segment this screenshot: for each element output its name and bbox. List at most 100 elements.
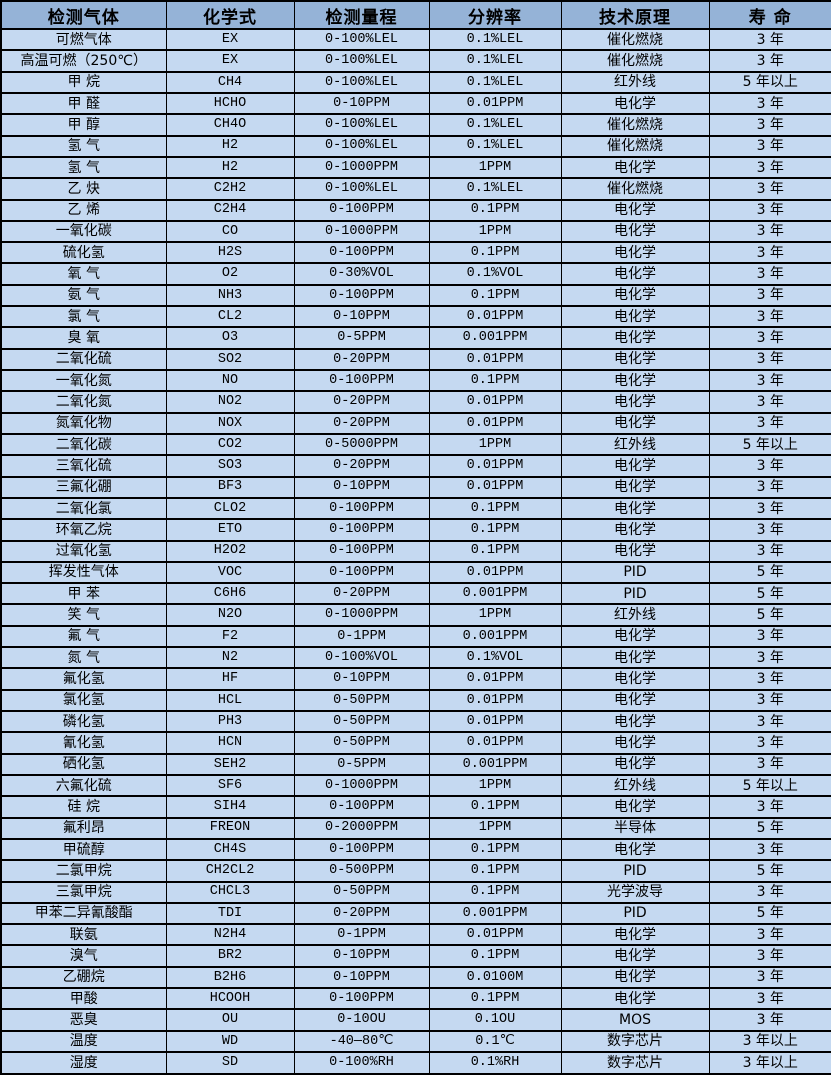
principle-cell: PID — [560, 560, 710, 585]
table-row: 氟利昂 FREON 0-2000PPM 1PPM 半导体 5 年 — [0, 816, 831, 840]
resolution-cell: 0.01PPM — [428, 731, 562, 755]
table-row: 六氟化硫 SF6 0-1000PPM 1PPM 红外线 5 年以上 — [0, 773, 831, 798]
lifespan-cell: 3 年 — [708, 539, 831, 563]
resolution-cell: 1PPM — [428, 219, 562, 244]
range-cell: 0-1000PPM — [293, 219, 430, 244]
formula-cell: SIH4 — [165, 795, 295, 819]
principle-cell: 催化燃烧 — [560, 134, 710, 158]
range-cell: 0-20PPM — [293, 454, 430, 478]
table-row: 甲 醇 CH4O 0-100%LEL 0.1%LEL 催化燃烧 3 年 — [0, 113, 831, 137]
principle-cell: 电化学 — [560, 709, 710, 734]
resolution-cell: 0.01PPM — [428, 667, 562, 691]
lifespan-cell: 3 年 — [708, 27, 831, 52]
gas-name-cell: 甲硫醇 — [0, 837, 167, 862]
lifespan-cell: 3 年 — [708, 987, 831, 1011]
resolution-cell: 1PPM — [428, 432, 562, 457]
gas-name-cell: 二氧化碳 — [0, 432, 167, 457]
resolution-cell: 0.1PPM — [428, 880, 562, 904]
table-row: 可燃气体 EX 0-100%LEL 0.1%LEL 催化燃烧 3 年 — [0, 27, 831, 52]
gas-name-cell: 恶臭 — [0, 1008, 167, 1032]
range-cell: 0-100PPM — [293, 539, 430, 563]
range-cell: 0-10PPM — [293, 667, 430, 691]
gas-name-cell: 乙 烯 — [0, 198, 167, 222]
resolution-cell: 0.1℃ — [428, 1029, 562, 1054]
formula-cell: SEH2 — [165, 752, 295, 776]
principle-cell: 催化燃烧 — [560, 27, 710, 52]
gas-name-cell: 氮 气 — [0, 646, 167, 670]
resolution-cell: 0.001PPM — [428, 582, 562, 606]
range-cell: 0-10PPM — [293, 965, 430, 990]
table-row: 氮氧化物 NOX 0-20PPM 0.01PPM 电化学 3 年 — [0, 411, 831, 435]
formula-cell: OU — [165, 1008, 295, 1032]
principle-cell: 电化学 — [560, 688, 710, 713]
principle-cell: 电化学 — [560, 241, 710, 265]
gas-name-cell: 三氧化硫 — [0, 454, 167, 478]
formula-cell: SO2 — [165, 347, 295, 372]
principle-cell: 电化学 — [560, 752, 710, 776]
lifespan-cell: 3 年 — [708, 347, 831, 372]
formula-cell: B2H6 — [165, 965, 295, 990]
gas-name-cell: 甲 苯 — [0, 582, 167, 606]
resolution-cell: 0.01PPM — [428, 411, 562, 435]
gas-name-cell: 六氟化硫 — [0, 773, 167, 798]
principle-cell: 催化燃烧 — [560, 113, 710, 137]
range-cell: 0-50PPM — [293, 709, 430, 734]
range-cell: 0-5PPM — [293, 326, 430, 350]
formula-cell: HCN — [165, 731, 295, 755]
lifespan-cell: 3 年 — [708, 688, 831, 713]
table-row: 笑 气 N2O 0-1000PPM 1PPM 红外线 5 年 — [0, 603, 831, 627]
formula-cell: BR2 — [165, 944, 295, 968]
lifespan-cell: 3 年 — [708, 795, 831, 819]
header-lifespan: 寿 命 — [708, 0, 831, 30]
range-cell: 0-1000PPM — [293, 773, 430, 798]
table-row: 过氧化氢 H2O2 0-100PPM 0.1PPM 电化学 3 年 — [0, 539, 831, 563]
range-cell: 0-10OU — [293, 1008, 430, 1032]
lifespan-cell: 3 年 — [708, 944, 831, 968]
lifespan-cell: 3 年 — [708, 368, 831, 393]
principle-cell: 电化学 — [560, 923, 710, 947]
formula-cell: O2 — [165, 262, 295, 286]
formula-cell: CHCL3 — [165, 880, 295, 904]
table-row: 氰化氢 HCN 0-50PPM 0.01PPM 电化学 3 年 — [0, 731, 831, 755]
lifespan-cell: 5 年以上 — [708, 70, 831, 94]
gas-name-cell: 氟化氢 — [0, 667, 167, 691]
resolution-cell: 1PPM — [428, 603, 562, 627]
principle-cell: 电化学 — [560, 496, 710, 521]
formula-cell: BF3 — [165, 475, 295, 499]
range-cell: 0-100%LEL — [293, 27, 430, 52]
range-cell: 0-100%VOL — [293, 646, 430, 670]
table-row: 乙 炔 C2H2 0-100%LEL 0.1%LEL 催化燃烧 3 年 — [0, 177, 831, 201]
principle-cell: PID — [560, 859, 710, 883]
resolution-cell: 0.01PPM — [428, 390, 562, 414]
resolution-cell: 1PPM — [428, 816, 562, 840]
principle-cell: 电化学 — [560, 965, 710, 990]
range-cell: -40—80℃ — [293, 1029, 430, 1054]
resolution-cell: 0.1%VOL — [428, 262, 562, 286]
range-cell: 0-100PPM — [293, 368, 430, 393]
formula-cell: CH4 — [165, 70, 295, 94]
formula-cell: EX — [165, 27, 295, 52]
principle-cell: MOS — [560, 1008, 710, 1032]
gas-name-cell: 过氧化氢 — [0, 539, 167, 563]
table-row: 氮 气 N2 0-100%VOL 0.1%VOL 电化学 3 年 — [0, 646, 831, 670]
principle-cell: 数字芯片 — [560, 1029, 710, 1054]
resolution-cell: 0.1PPM — [428, 518, 562, 542]
gas-name-cell: 三氯甲烷 — [0, 880, 167, 904]
principle-cell: 电化学 — [560, 624, 710, 649]
principle-cell: PID — [560, 901, 710, 926]
range-cell: 0-30%VOL — [293, 262, 430, 286]
lifespan-cell: 3 年 — [708, 752, 831, 776]
table-row: 三氟化硼 BF3 0-10PPM 0.01PPM 电化学 3 年 — [0, 475, 831, 499]
resolution-cell: 0.1%VOL — [428, 646, 562, 670]
lifespan-cell: 3 年 — [708, 667, 831, 691]
formula-cell: CH2CL2 — [165, 859, 295, 883]
range-cell: 0-1PPM — [293, 923, 430, 947]
range-cell: 0-10PPM — [293, 305, 430, 329]
lifespan-cell: 5 年以上 — [708, 432, 831, 457]
resolution-cell: 0.01PPM — [428, 923, 562, 947]
formula-cell: VOC — [165, 560, 295, 585]
lifespan-cell: 3 年 — [708, 624, 831, 649]
range-cell: 0-500PPM — [293, 859, 430, 883]
resolution-cell: 0.1OU — [428, 1008, 562, 1032]
range-cell: 0-5000PPM — [293, 432, 430, 457]
